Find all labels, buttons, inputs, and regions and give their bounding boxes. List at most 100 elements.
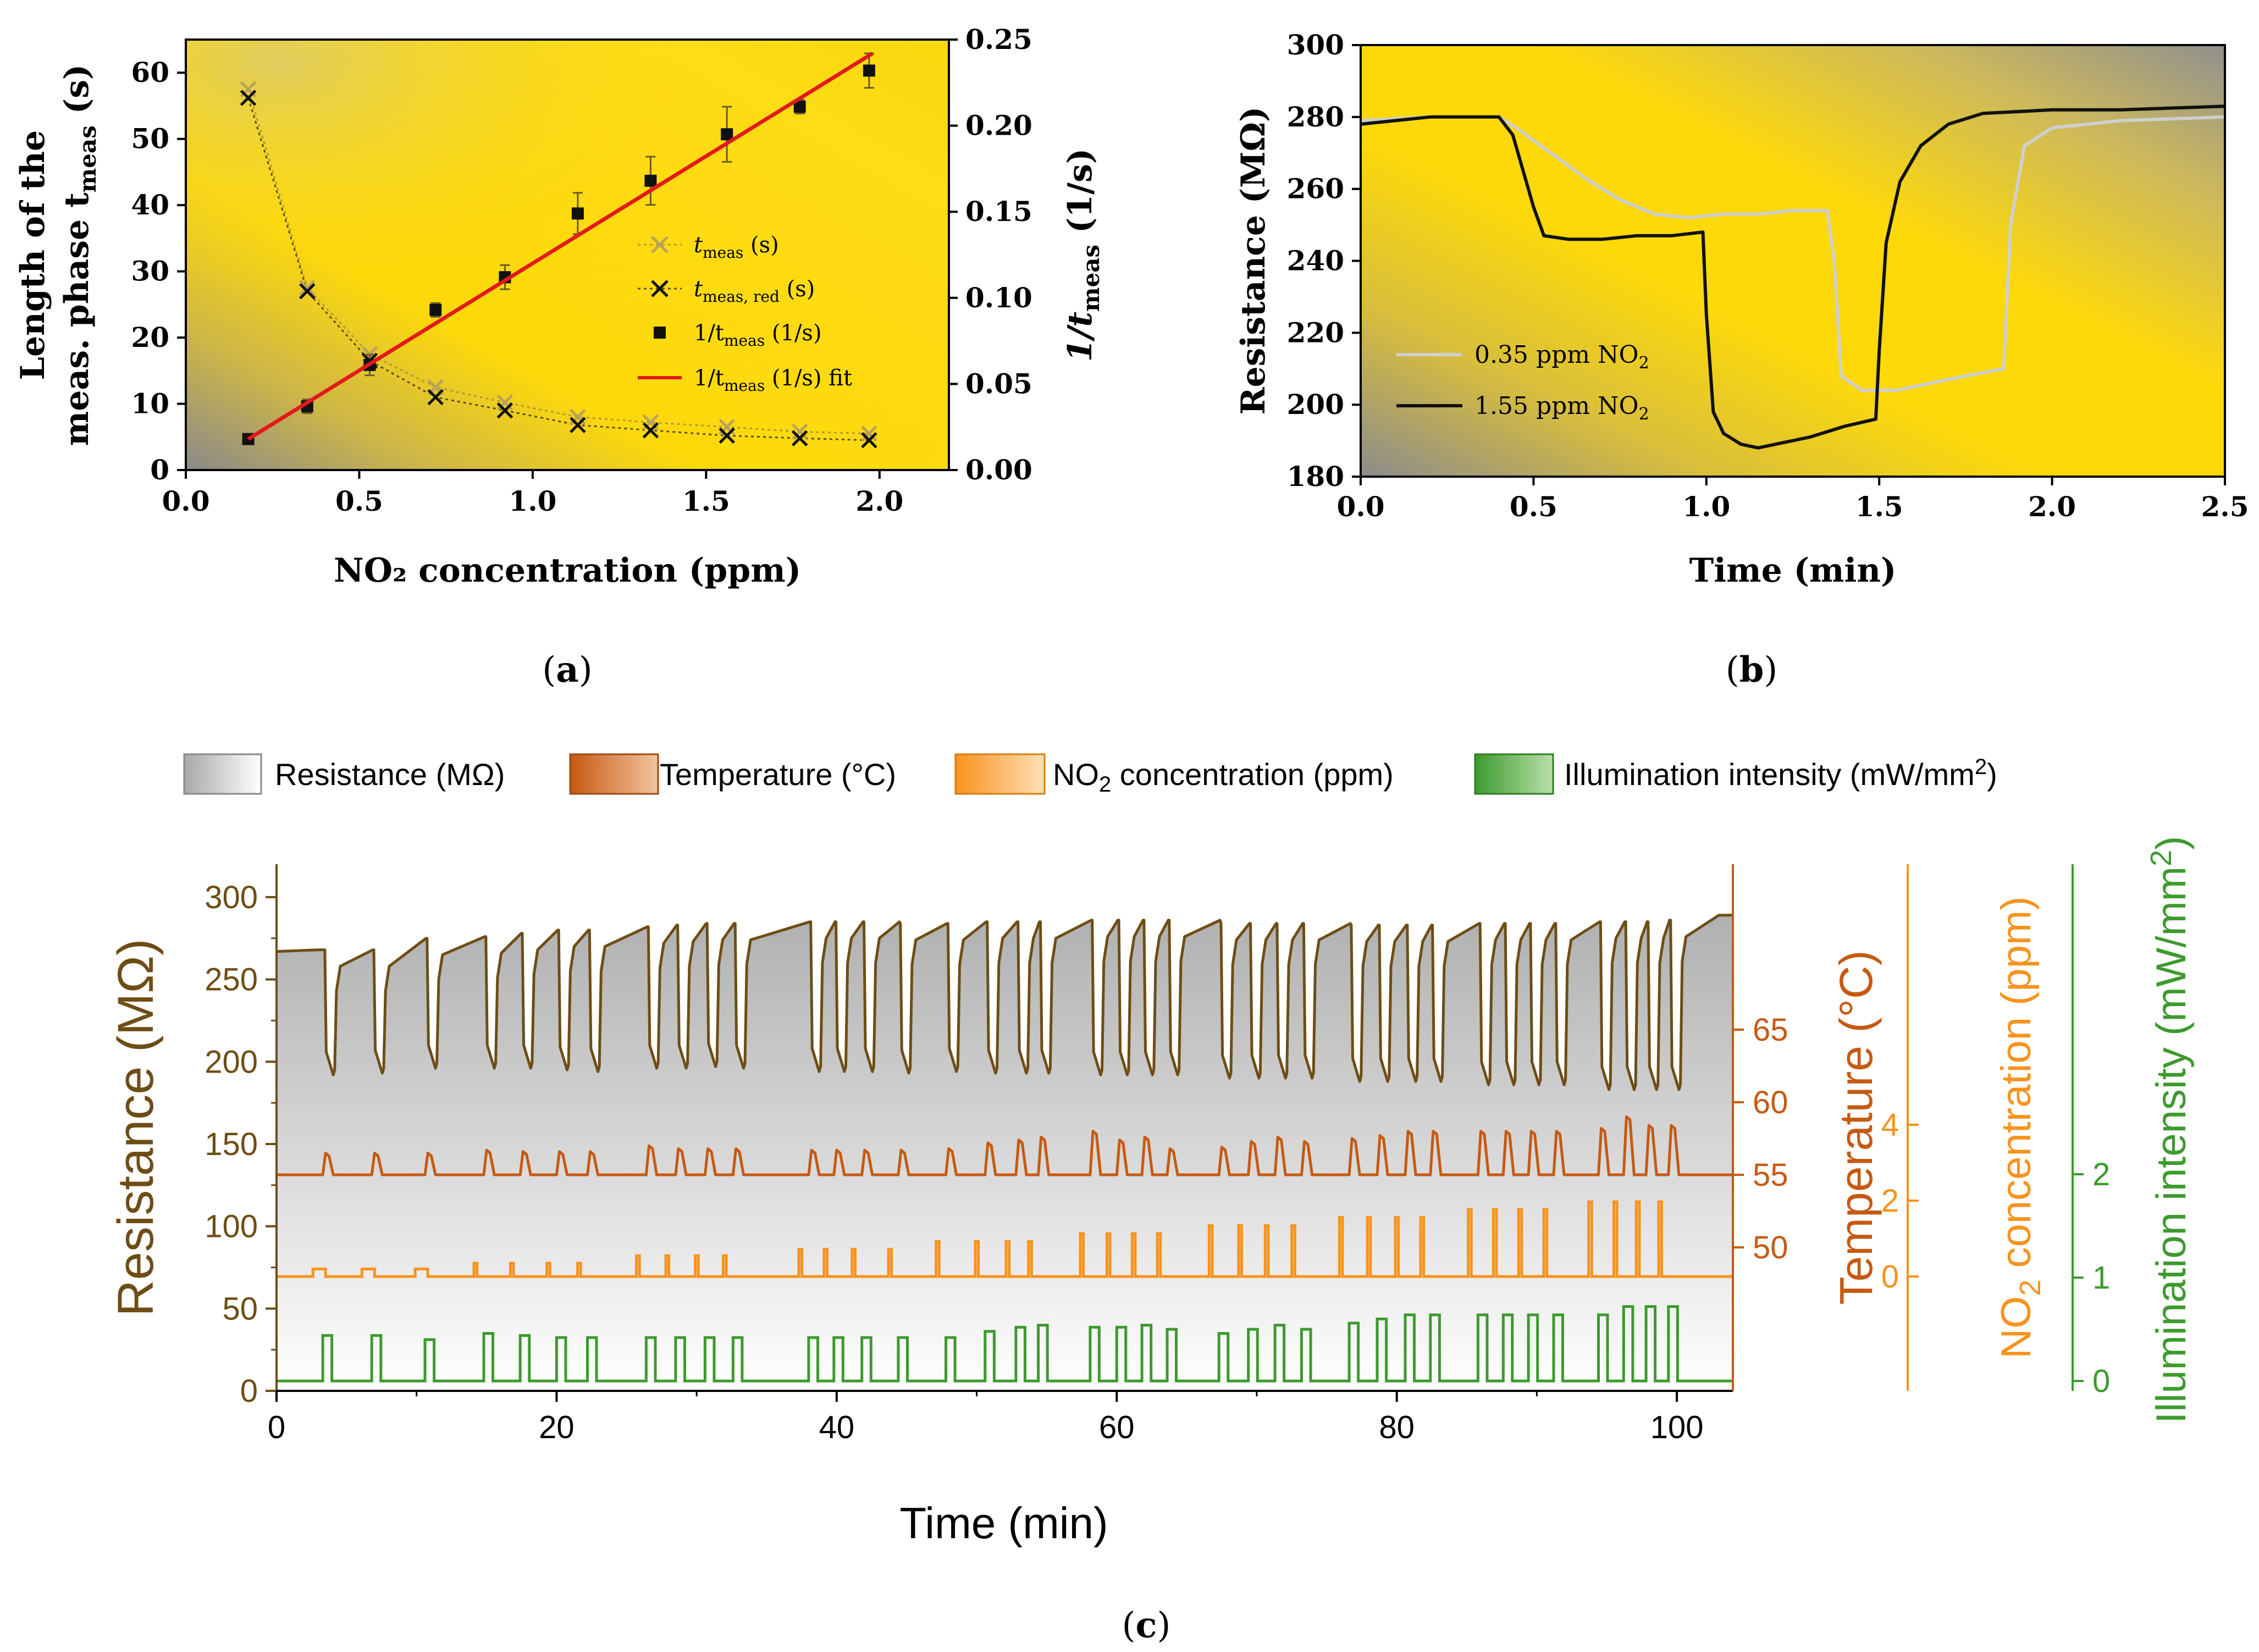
point-inv-tmeas	[721, 128, 733, 141]
x-tick-label: 2.0	[855, 485, 903, 517]
no2-line	[277, 1200, 1733, 1278]
series-tmeasred-line	[247, 97, 869, 441]
illumination-tick-label: 0	[2092, 1363, 2110, 1399]
x-tick-label: 0	[268, 1410, 285, 1445]
legend-a-label-4: 1/tmeas (1/s) fit	[694, 366, 852, 395]
temperature-tick-label: 50	[1753, 1230, 1788, 1266]
panel-c-ylabel-temperature: Temperature (°C)	[1830, 950, 1882, 1305]
panel-c-ylabel-no2: NO2 concentration (ppm)	[1993, 896, 2047, 1358]
resistance-tick-label: 200	[205, 1044, 258, 1080]
y2-tick-label: 0.25	[965, 23, 1032, 56]
illumination-tick-label: 1	[2092, 1260, 2110, 1296]
no2-tick-label: 0	[1881, 1259, 1899, 1295]
panel-c-caption: (c)	[1122, 1605, 1171, 1646]
panel-a-y2label: 1/tmeas (1/s)	[1061, 148, 1104, 362]
x-tick-label: 40	[819, 1410, 855, 1445]
point-inv-tmeas	[429, 303, 442, 316]
point-tmeasred	[570, 417, 586, 433]
point-tmeasred	[427, 389, 444, 406]
point-tmeasred	[240, 90, 257, 106]
panel-a-caption: (a)	[542, 649, 592, 690]
y-tick-label: 50	[131, 123, 169, 155]
legend-c-swatch-no2	[954, 753, 1046, 795]
y-tick-label: 200	[1287, 388, 1344, 421]
series-fit-line	[247, 52, 874, 441]
temperature-line	[277, 1115, 1733, 1176]
legend-a-marker-xdark	[651, 280, 669, 297]
panel-a-frame	[185, 38, 950, 471]
panel-c-ylabel-resistance: Resistance (MΩ)	[108, 938, 164, 1316]
x-tick-label: 2.5	[2201, 490, 2249, 523]
panel-b: 0.0 0.5 1.0 1.5 2.0 2.5180200220240260280300 …	[1234, 29, 2249, 690]
resistance-tick-label: 250	[205, 962, 258, 998]
x-tick-label: 1.5	[682, 485, 730, 517]
panel-a-ylabel-line2: meas. phase tmeas (s)	[58, 64, 101, 446]
panel-c-legend: Resistance (MΩ) Temperature (°C) NO2 con…	[183, 753, 1997, 797]
legend-c-swatch-illumination	[1474, 753, 1554, 795]
temperature-tick-label: 60	[1753, 1085, 1788, 1120]
point-tmeas	[299, 279, 316, 296]
point-inv-tmeas	[571, 207, 584, 220]
panel-a-legend: tmeas (s) tmeas, red (s) 1/tmeas (1/s) 1…	[638, 233, 852, 395]
point-inv-tmeas	[793, 101, 806, 113]
temperature-tick-label: 55	[1753, 1157, 1788, 1193]
y2-tick-label: 0.05	[965, 367, 1032, 400]
legend-c-label-resistance: Resistance (MΩ)	[275, 757, 505, 792]
x-tick-label: 100	[1650, 1410, 1704, 1445]
panel-c: Resistance (MΩ) Temperature (°C) NO2 con…	[108, 753, 2195, 1646]
panel-b-ylabel: Resistance (MΩ)	[1234, 107, 1273, 415]
resistance-line	[276, 914, 1733, 1091]
panel-b-ticks: 0.0 0.5 1.0 1.5 2.0 2.5 180 200 220 240 260 280 300	[1287, 29, 2249, 523]
point-tmeasred	[719, 427, 735, 444]
point-inv-tmeas	[863, 64, 875, 77]
y-tick-label: 0	[150, 454, 169, 486]
y-tick-label: 240	[1287, 245, 1344, 277]
panel-b-xlabel: Time (min)	[1689, 551, 1897, 590]
legend-a-label-3: 1/tmeas (1/s)	[694, 321, 822, 350]
legend-a-label-1: tmeas (s)	[694, 233, 779, 262]
panel-a-xlabel: NO₂ concentration (ppm)	[334, 551, 801, 590]
y-tick-label: 30	[131, 255, 169, 288]
point-tmeas	[861, 425, 877, 442]
resistance-tick-label: 150	[205, 1126, 258, 1162]
panel-c-marks	[276, 914, 1733, 1391]
panel-a-marks	[240, 52, 877, 449]
resistance-tick-label: 100	[205, 1209, 258, 1245]
x-tick-label: 0.0	[162, 485, 210, 517]
legend-a-marker-square	[654, 327, 666, 339]
panel-c-xlabel: Time (min)	[899, 1499, 1108, 1548]
panel-b-legend: 0.35 ppm NO2 1.55 ppm NO2	[1396, 341, 1649, 424]
legend-c-label-illumination: Illumination intensity (mW/mm2)	[1564, 755, 1997, 792]
panel-a-ticks: 0.0 0.5 1.0 1.5 2.0 0 10 20 30 40 50 60 0.00 0.05 0.10…	[131, 23, 1032, 517]
y-tick-label: 220	[1287, 316, 1344, 349]
x-tick-label: 1.0	[509, 485, 556, 517]
y-tick-label: 60	[131, 56, 169, 89]
y2-tick-label: 0.15	[965, 195, 1032, 228]
panel-b-caption: (b)	[1726, 649, 1778, 690]
point-tmeasred	[791, 430, 808, 446]
legend-c-label-no2: NO2 concentration (ppm)	[1053, 757, 1394, 797]
y2-tick-label: 0.00	[965, 454, 1032, 486]
panel-a-ylabel-line1: Length of the	[14, 130, 52, 380]
y2-tick-label: 0.20	[965, 109, 1032, 142]
legend-c-label-temperature: Temperature (°C)	[660, 757, 896, 792]
y-tick-label: 260	[1287, 173, 1344, 205]
x-tick-label: 1.5	[1855, 490, 1903, 523]
y-tick-label: 280	[1287, 101, 1344, 133]
x-tick-label: 2.0	[2028, 490, 2076, 523]
panel-a: 0.0 0.5 1.0 1.5 2.0 0 10 20 30 40 50 60 0.00 0.05 0.10…	[14, 23, 1104, 690]
no2-tick-label: 4	[1881, 1107, 1899, 1143]
legend-c-swatch-temperature	[569, 753, 659, 795]
resistance-tick-label: 0	[240, 1373, 258, 1409]
legend-a-marker-xlight	[651, 236, 669, 253]
x-tick-label: 1.0	[1682, 490, 1730, 523]
x-tick-label: 0.5	[1510, 490, 1557, 523]
point-tmeasred	[861, 432, 877, 449]
y-tick-label: 20	[131, 321, 169, 353]
resistance-tick-label: 50	[222, 1291, 258, 1327]
point-tmeasred	[299, 283, 316, 300]
illumination-tick-label: 2	[2092, 1157, 2110, 1192]
x-tick-label: 0.0	[1337, 490, 1385, 523]
x-tick-label: 60	[1099, 1410, 1135, 1445]
